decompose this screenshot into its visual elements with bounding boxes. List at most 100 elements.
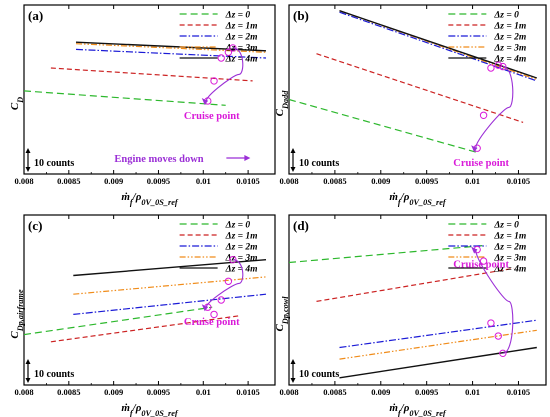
series-line-2 xyxy=(73,293,267,315)
x-tick-label: 0.01 xyxy=(465,176,480,186)
series-line-3 xyxy=(73,276,267,295)
x-tick-label: 0.008 xyxy=(279,176,298,186)
x-axis-label: ṁf/ρ0V_0S_ref xyxy=(121,191,179,207)
panel-label: (b) xyxy=(293,8,309,23)
plot-frame xyxy=(288,4,547,175)
legend-label-2: Δz = 2m xyxy=(493,243,526,253)
x-tick-label: 0.0105 xyxy=(236,176,259,186)
legend-label-4: Δz = 4m xyxy=(225,55,258,65)
cruise-point-marker xyxy=(224,277,233,285)
scale-bar-label: 10 counts xyxy=(34,369,74,380)
legend-label-0: Δz = 0 xyxy=(493,11,519,21)
x-tick-label: 0.009 xyxy=(104,176,123,186)
legend-label-1: Δz = 1m xyxy=(225,232,258,242)
cruise-sweep-arrow xyxy=(206,47,244,102)
x-tick-label: 0.01 xyxy=(465,387,480,397)
cruise-sweep-arrow xyxy=(475,249,514,354)
x-tick-label: 0.01 xyxy=(196,176,211,186)
series-line-3 xyxy=(339,329,537,360)
cruise-arrow-head xyxy=(201,304,208,312)
y-axis-label: CD xyxy=(9,97,25,110)
x-tick-label: 0.0095 xyxy=(147,387,170,397)
x-tick-label: 0.0105 xyxy=(236,387,259,397)
cruise-point-marker xyxy=(487,319,495,327)
scale-bar-arrow-bottom xyxy=(290,378,296,383)
scale-bar-arrow-top xyxy=(290,148,296,153)
cruise-point-marker xyxy=(217,54,225,62)
cruise-point-marker xyxy=(210,310,218,319)
cruise-point-marker xyxy=(494,332,502,340)
scale-bar-arrow-top xyxy=(25,148,31,153)
series-line-1 xyxy=(50,67,253,82)
chart-panel-3: 0.008 0.0085 0.009 0.0095 0.01 0.0105 (d) CDp,c… xyxy=(274,214,547,417)
chart-panel-1: 0.008 0.0085 0.009 0.0095 0.01 0.0105 (b) CDadd… xyxy=(274,4,547,207)
scale-bar-label: 10 counts xyxy=(34,158,74,169)
chart-panel-2: 0.008 0.0085 0.009 0.0095 0.01 0.0105 (c) CDp,a… xyxy=(9,214,276,417)
x-tick-label: 0.0085 xyxy=(57,176,80,186)
cruise-point-marker xyxy=(229,44,237,52)
legend-label-4: Δz = 4m xyxy=(493,55,526,65)
legend-label-4: Δz = 4m xyxy=(225,265,258,275)
cruise-sweep-arrow xyxy=(475,66,514,149)
cruise-point-marker xyxy=(487,64,495,72)
x-tick-label: 0.0095 xyxy=(415,176,438,186)
plot-frame xyxy=(288,214,547,386)
scale-bar-arrow-bottom xyxy=(25,167,31,172)
plot-frame xyxy=(23,214,276,386)
legend-label-0: Δz = 0 xyxy=(493,221,519,231)
series-line-2 xyxy=(75,48,267,59)
panel-label: (c) xyxy=(28,218,42,233)
legend-label-2: Δz = 2m xyxy=(225,33,258,43)
x-tick-label: 0.009 xyxy=(371,387,390,397)
plot-frame xyxy=(23,4,276,175)
x-tick-label: 0.008 xyxy=(14,176,33,186)
engine-moves-arrow-head xyxy=(244,155,251,161)
cruise-point-marker xyxy=(224,48,233,56)
y-axis-label: CDp,cowl xyxy=(274,296,290,332)
x-tick-label: 0.01 xyxy=(196,387,211,397)
x-tick-label: 0.0085 xyxy=(323,387,346,397)
series-line-4 xyxy=(339,346,537,379)
x-tick-label: 0.009 xyxy=(371,176,390,186)
cruise-arrow-head xyxy=(201,97,208,105)
cruise-point-label: Cruise point xyxy=(453,158,509,169)
legend-label-2: Δz = 2m xyxy=(493,33,526,43)
cruise-point-marker xyxy=(229,255,237,264)
legend-label-4: Δz = 4m xyxy=(493,265,526,275)
series-line-2 xyxy=(339,319,537,349)
panel-label: (a) xyxy=(28,8,43,23)
x-axis-label: ṁf/ρ0V_0S_ref xyxy=(389,191,447,207)
series-line-0 xyxy=(288,244,487,264)
legend-label-0: Δz = 0 xyxy=(225,11,251,21)
x-tick-label: 0.0105 xyxy=(507,176,530,186)
series-line-4 xyxy=(75,41,267,52)
cruise-point-marker xyxy=(494,61,502,69)
cruise-point-marker xyxy=(499,349,507,358)
legend-label-1: Δz = 1m xyxy=(493,232,526,242)
legend-label-3: Δz = 3m xyxy=(225,254,258,264)
legend-label-0: Δz = 0 xyxy=(225,221,251,231)
series-line-0 xyxy=(23,90,226,106)
x-tick-label: 0.0095 xyxy=(415,387,438,397)
legend-label-2: Δz = 2m xyxy=(225,243,258,253)
engine-moves-note: Engine moves down xyxy=(114,154,203,165)
series-line-2 xyxy=(339,11,537,82)
cruise-point-label: Cruise point xyxy=(184,111,240,122)
x-tick-label: 0.0085 xyxy=(57,387,80,397)
series-line-1 xyxy=(316,53,524,123)
series-line-1 xyxy=(316,267,514,302)
legend-label-1: Δz = 1m xyxy=(225,22,258,32)
legend-label-3: Δz = 3m xyxy=(493,44,526,54)
x-tick-label: 0.008 xyxy=(279,387,298,397)
cruise-point-label: Cruise point xyxy=(184,317,240,328)
cruise-point-label: Cruise point xyxy=(453,260,509,271)
cruise-point-marker xyxy=(217,296,225,304)
series-line-0 xyxy=(23,306,213,336)
y-axis-label: CDp,airframe xyxy=(9,289,25,339)
cruise-arrow-head xyxy=(471,246,478,254)
scale-bar-arrow-bottom xyxy=(25,378,31,383)
legend-label-3: Δz = 3m xyxy=(493,254,526,264)
x-tick-label: 0.0085 xyxy=(323,176,346,186)
scale-bar-label: 10 counts xyxy=(299,369,339,380)
